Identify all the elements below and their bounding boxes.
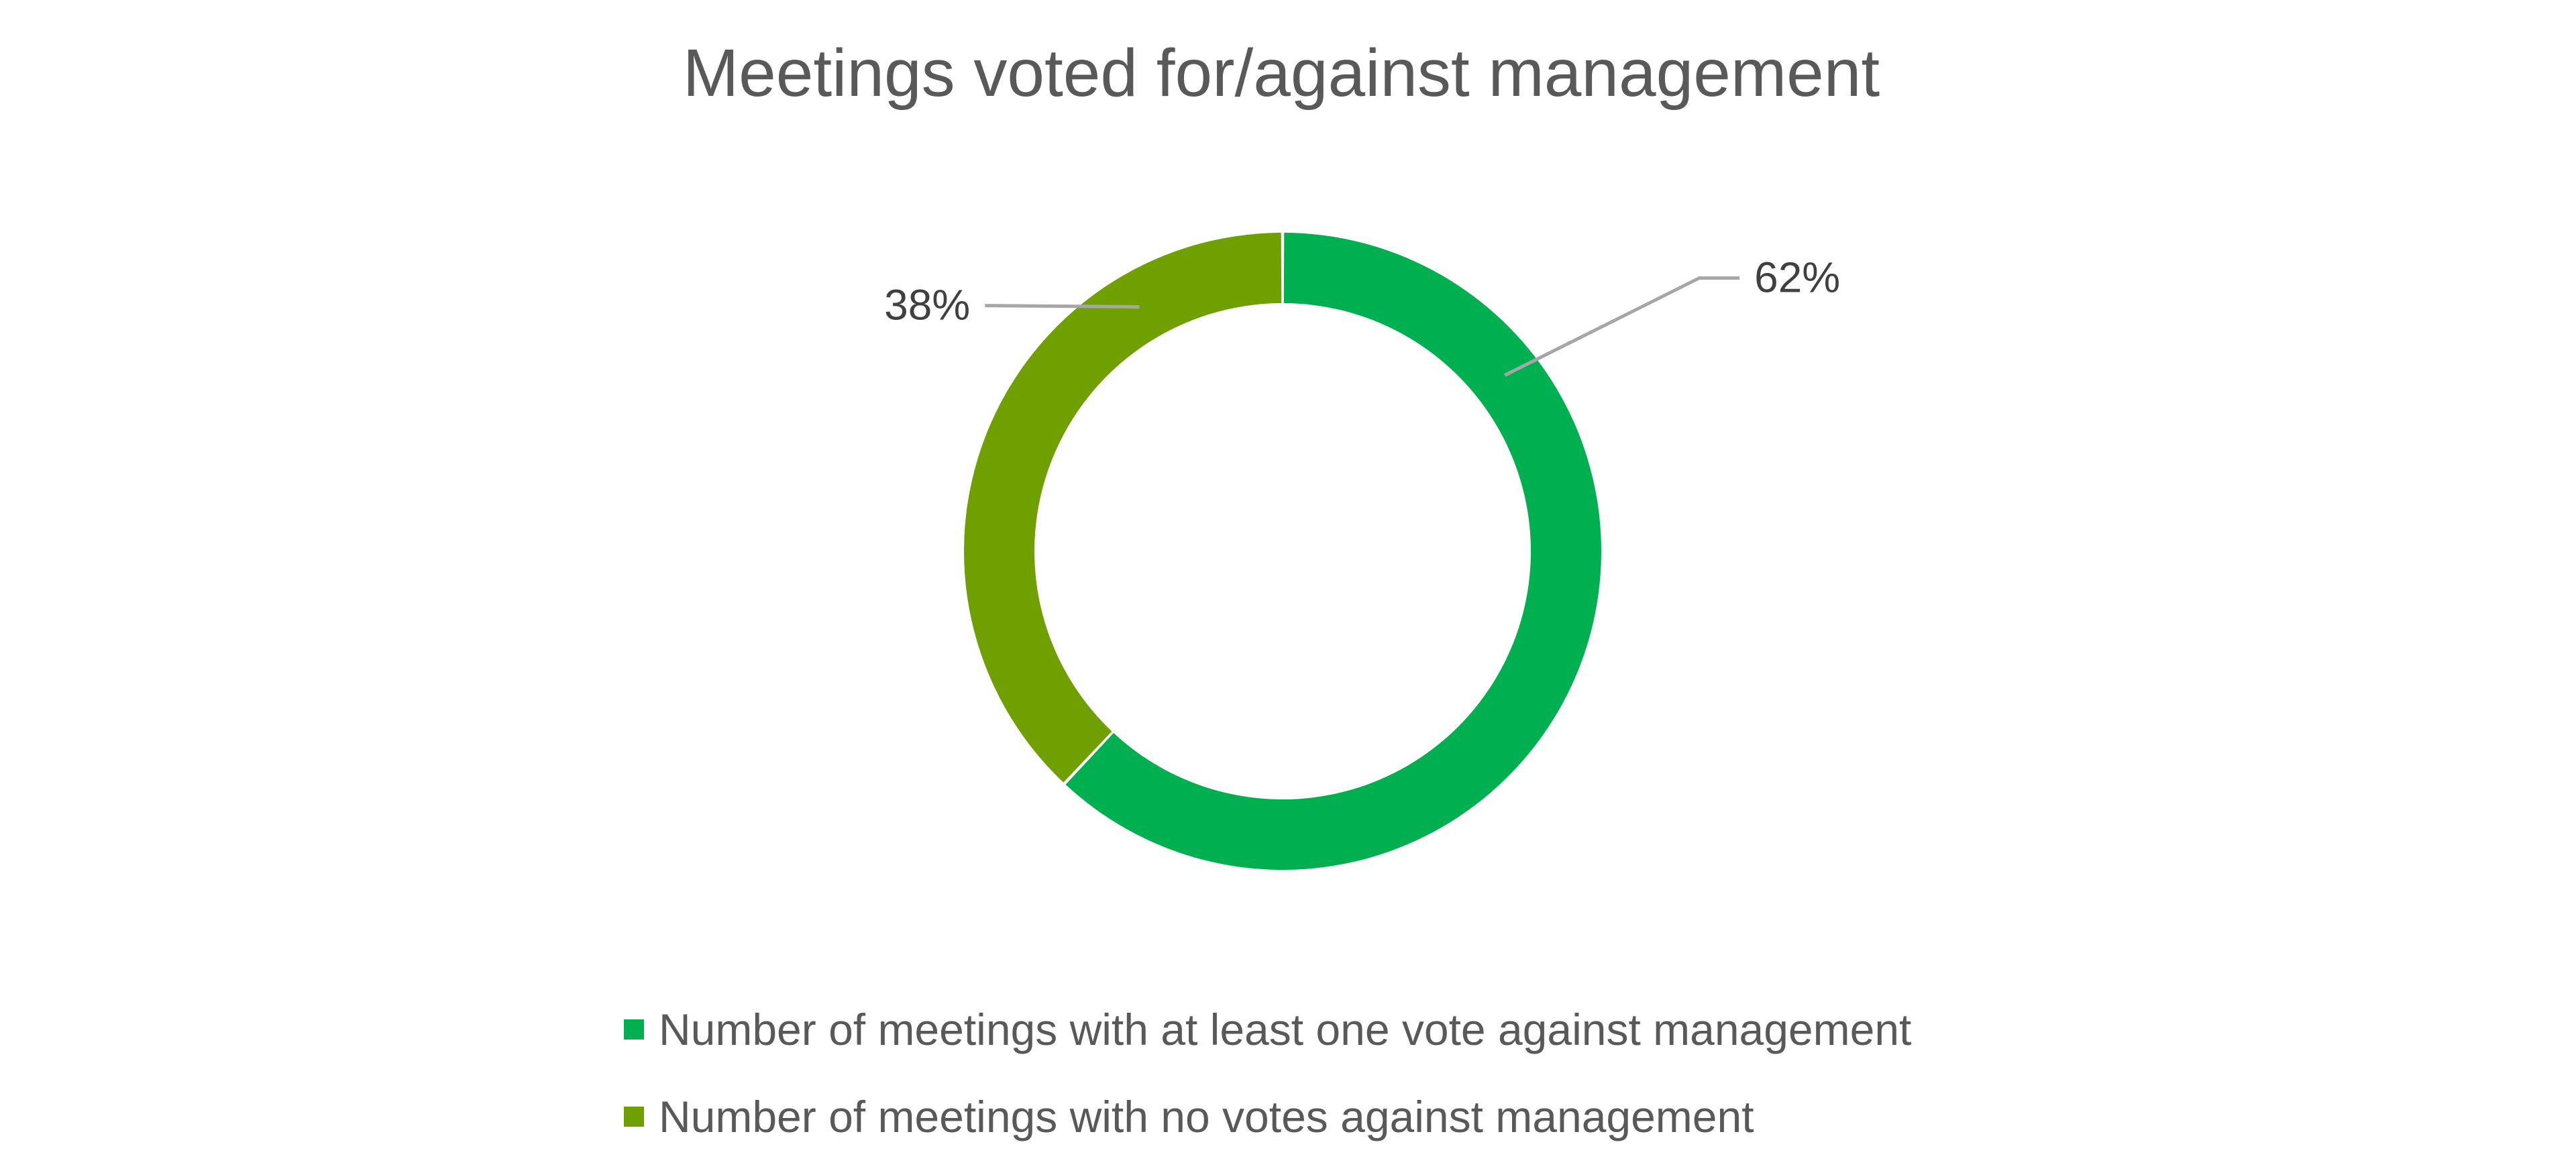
leader-line [985,304,1140,309]
legend-swatch [624,1107,644,1127]
chart-title: Meetings voted for/against management [682,36,1880,111]
legend-label: Number of meetings with no votes against… [659,1092,1754,1141]
donut-slice [1065,233,1601,871]
legend-label: Number of meetings with at least one vot… [659,1005,1912,1054]
legend-item: Number of meetings with no votes against… [624,1073,2368,1160]
leader-line [1503,276,1740,377]
legend: Number of meetings with at least one vot… [624,986,2368,1160]
legend-item: Number of meetings with at least one vot… [624,986,2368,1073]
legend-swatch [624,1019,644,1040]
data-label: 38% [884,280,970,329]
donut-slice [964,233,1282,783]
data-label: 62% [1754,253,1840,301]
